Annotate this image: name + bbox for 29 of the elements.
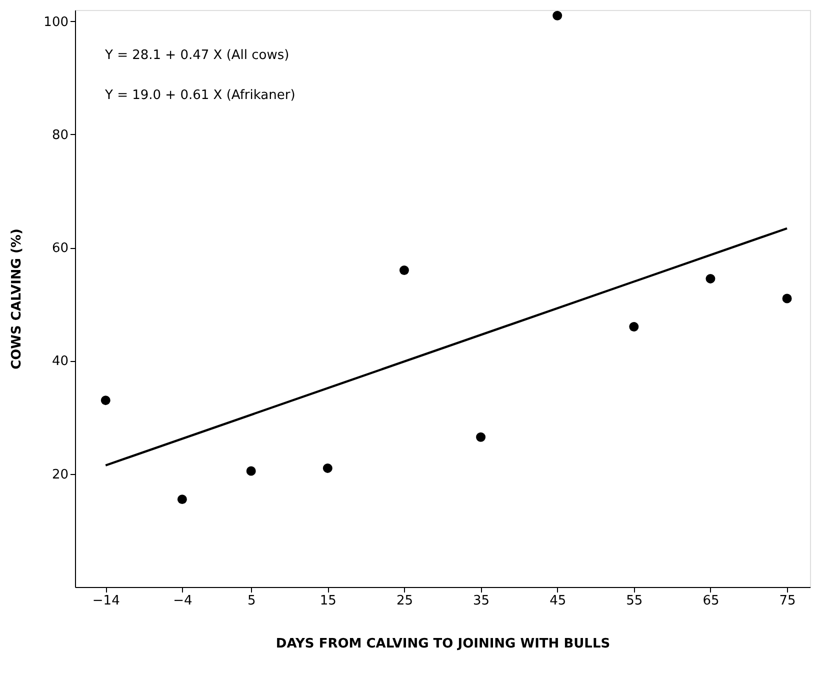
x-tick-label: 15 [320, 594, 336, 608]
point [706, 274, 716, 284]
point [476, 432, 486, 442]
x-tick-label: 35 [473, 594, 490, 608]
x-axis-title: DAYS FROM CALVING TO JOINING WITH BULLS [276, 636, 610, 652]
point [782, 294, 792, 304]
x-tick-label: 75 [779, 594, 796, 608]
x-tick-label: −14 [92, 594, 120, 608]
point [322, 463, 332, 473]
point [552, 10, 562, 20]
x-tick-label: 55 [626, 594, 643, 608]
y-tick-label: 100 [44, 14, 68, 30]
y-tick-label: 20 [52, 467, 68, 482]
y-tick-label: 60 [52, 241, 68, 256]
x-tick-label: −4 [173, 594, 192, 608]
y-tick-label: 40 [52, 354, 68, 370]
point [100, 396, 110, 406]
point [177, 494, 187, 504]
x-tick-label: 45 [550, 594, 566, 608]
y-tick-label: 80 [52, 128, 68, 143]
point [629, 322, 639, 332]
y-axis-title: COWS CALVING (%) [10, 228, 25, 370]
annotation: Y = 19.0 + 0.61 X (Afrikaner) [104, 88, 296, 103]
point [246, 466, 256, 476]
annotation: Y = 28.1 + 0.47 X (All cows) [104, 48, 290, 63]
x-tick-label: 25 [396, 594, 413, 608]
point [399, 265, 409, 275]
x-tick-label: 65 [702, 594, 720, 608]
x-tick-label: 5 [247, 594, 256, 608]
